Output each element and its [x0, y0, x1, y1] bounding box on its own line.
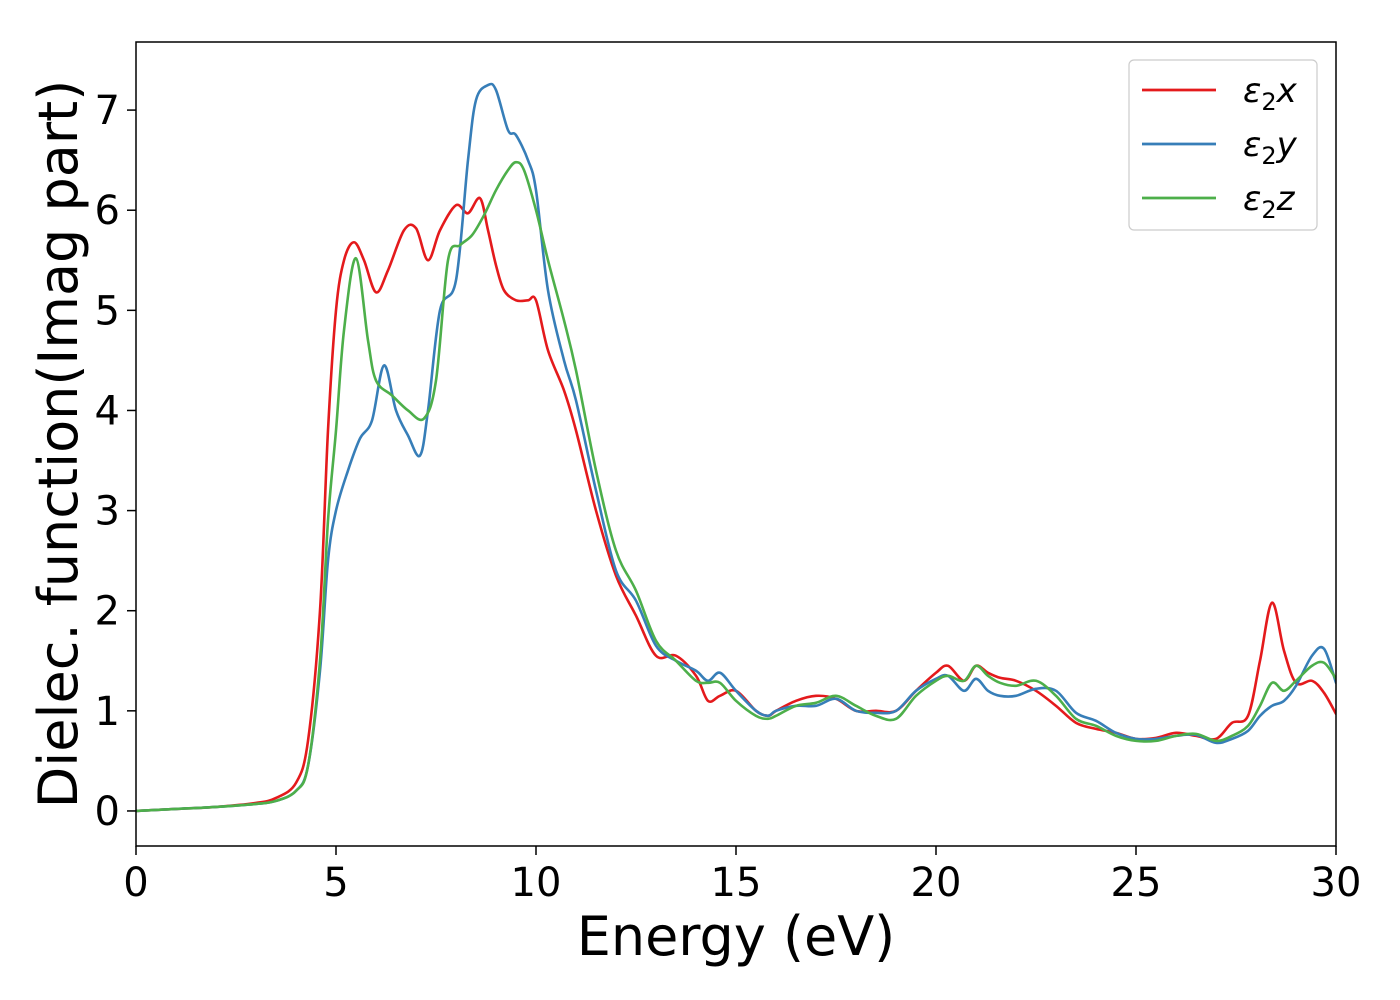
series-line-z: [136, 160, 1336, 813]
x-tick-label: 5: [323, 860, 348, 906]
x-axis-label: Energy (eV): [577, 905, 896, 968]
x-tick-label: 30: [1311, 860, 1362, 906]
series-layer: [136, 82, 1336, 813]
y-tick-label: 7: [95, 88, 120, 134]
legend-label-x: ε2x: [1243, 71, 1298, 116]
x-tick-label: 25: [1111, 860, 1162, 906]
series-line-y: [136, 82, 1336, 813]
x-tick-label: 15: [711, 860, 762, 906]
legend-label-z: ε2z: [1243, 179, 1296, 224]
ticks-layer: 0 5 10 15 20 25 30 0 1 2 3 4 5 6 7: [95, 88, 1362, 906]
legend: ε2x ε2y ε2z: [1128, 59, 1318, 231]
legend-label-y: ε2y: [1243, 125, 1298, 170]
y-tick-label: 0: [95, 789, 120, 835]
y-axis-label: Dielec. function(Imag part): [27, 80, 90, 809]
y-tick-label: 2: [95, 589, 120, 635]
legend-box: [1128, 59, 1318, 231]
y-tick-label: 5: [95, 288, 120, 334]
x-tick-label: 20: [911, 860, 962, 906]
x-tick-label: 10: [511, 860, 562, 906]
y-tick-label: 4: [95, 388, 120, 434]
y-tick-label: 3: [95, 489, 120, 535]
y-tick-label: 1: [95, 689, 120, 735]
x-tick-label: 0: [123, 860, 148, 906]
y-tick-label: 6: [95, 188, 120, 234]
